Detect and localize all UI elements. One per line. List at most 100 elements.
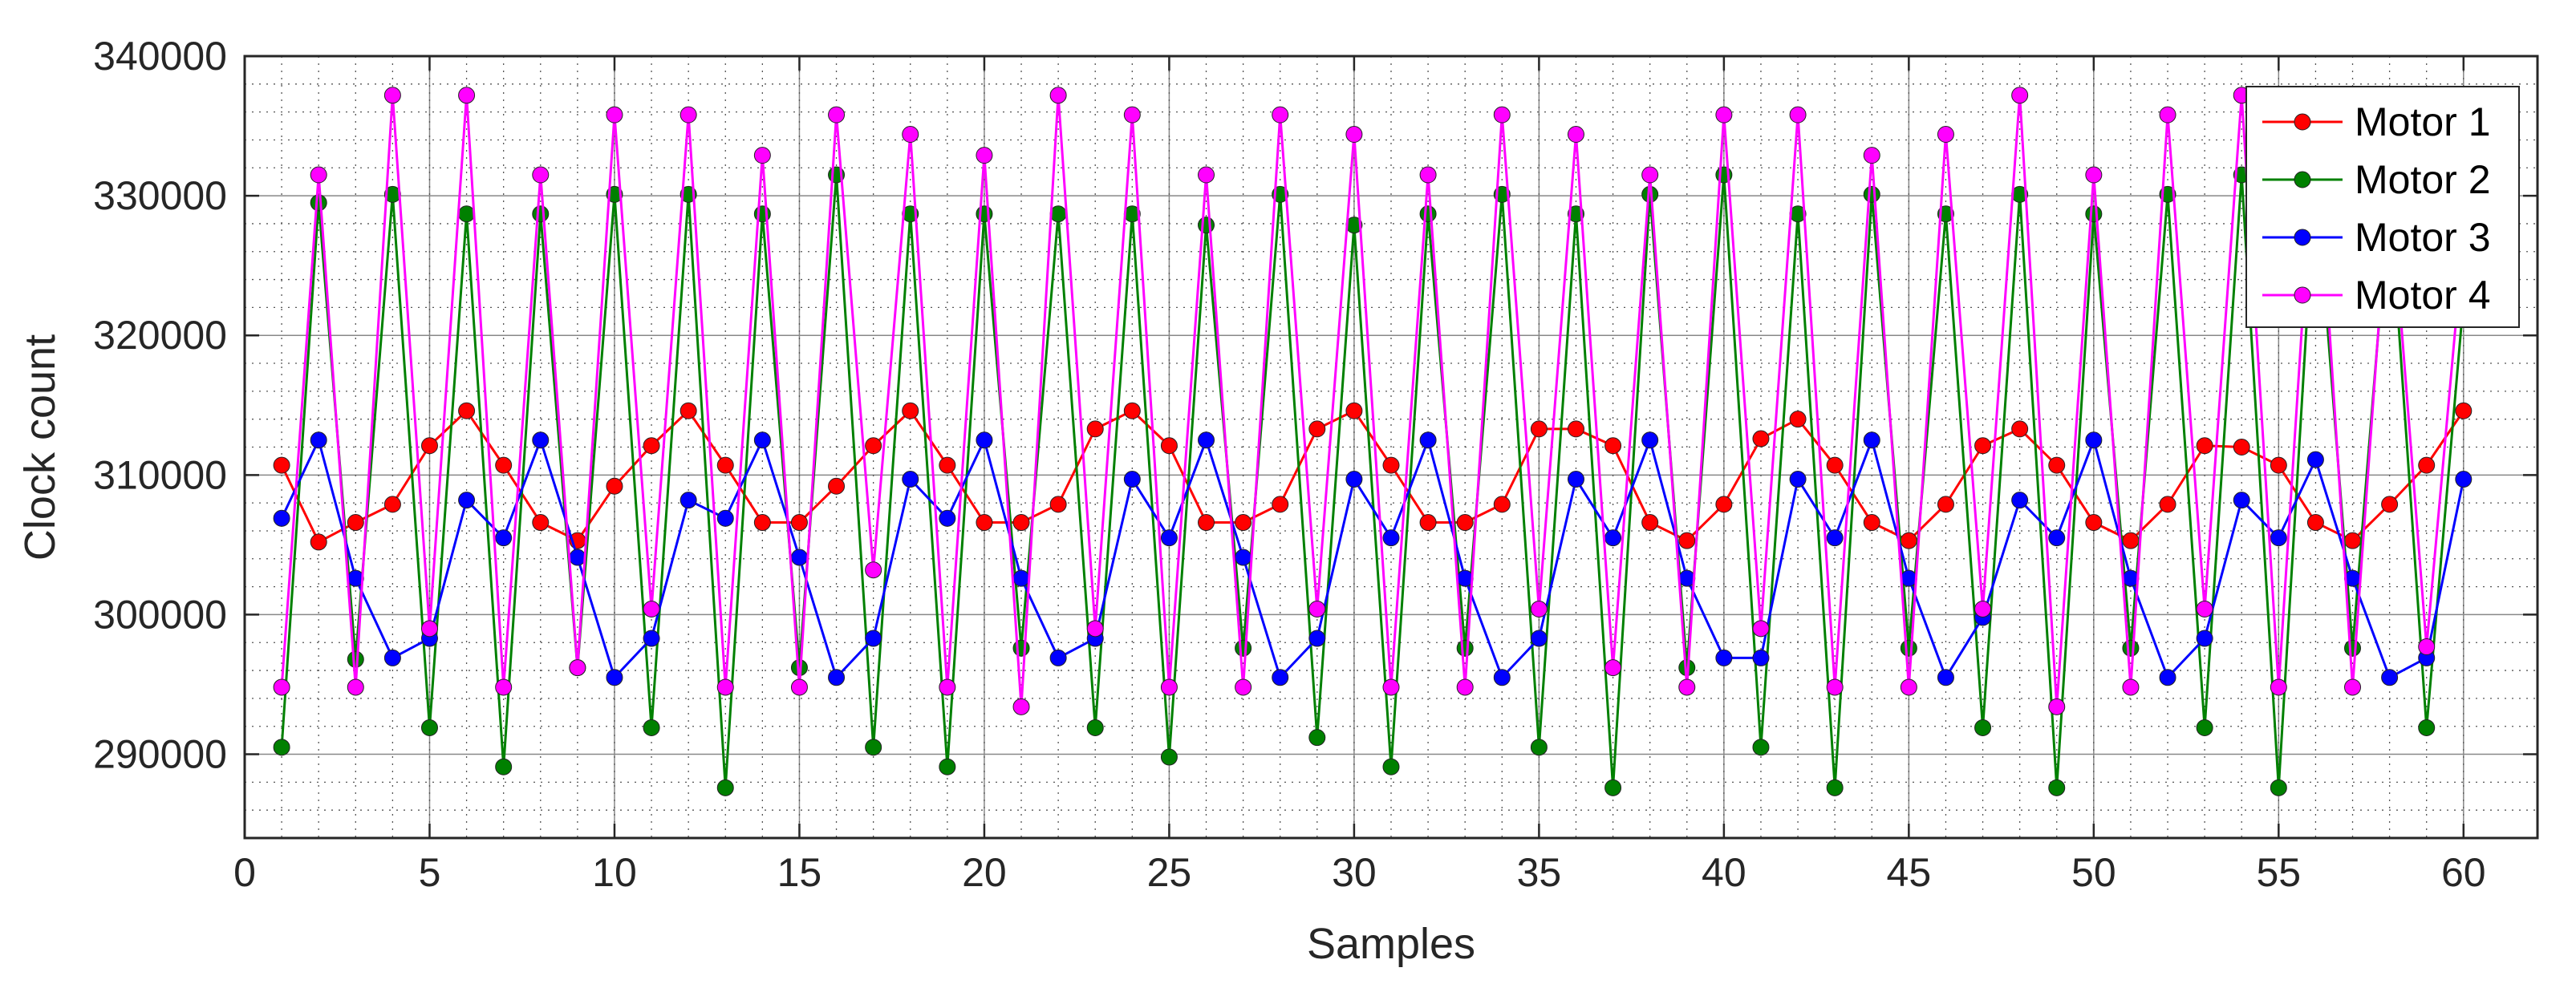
legend-label: Motor 3 bbox=[2355, 215, 2491, 260]
data-point bbox=[1826, 529, 1844, 547]
data-point bbox=[1086, 620, 1104, 638]
legend-items: Motor 1 Motor 2 Motor 3 Motor 4 bbox=[2262, 99, 2491, 318]
data-point bbox=[716, 509, 734, 527]
data-point bbox=[2196, 437, 2213, 455]
data-point bbox=[753, 147, 771, 164]
data-point bbox=[2122, 678, 2140, 696]
data-point bbox=[1678, 532, 1696, 549]
tick-labels: 0 5 10 15 20 25 30 35 40 45 50 55 60 290000 300000 3100… bbox=[93, 34, 2485, 895]
data-point bbox=[1937, 126, 1954, 143]
data-point bbox=[2418, 638, 2436, 655]
data-point bbox=[1863, 514, 1880, 532]
legend: Motor 1 Motor 2 Motor 3 Motor 4 bbox=[2245, 86, 2520, 328]
data-point bbox=[1345, 471, 1363, 488]
data-point bbox=[1641, 431, 1659, 449]
data-point bbox=[1900, 639, 1917, 657]
data-point bbox=[1382, 456, 1400, 474]
data-point bbox=[865, 437, 882, 455]
data-point bbox=[1160, 529, 1178, 547]
data-point bbox=[420, 719, 438, 736]
data-point bbox=[1123, 471, 1141, 488]
data-point bbox=[976, 147, 993, 164]
data-point bbox=[2011, 420, 2029, 438]
data-point bbox=[1752, 620, 1770, 638]
data-point bbox=[532, 166, 550, 184]
data-point bbox=[1086, 719, 1104, 736]
data-point bbox=[1049, 87, 1067, 104]
data-point bbox=[1456, 514, 1474, 532]
data-point bbox=[383, 496, 401, 513]
data-point bbox=[310, 431, 327, 449]
data-point bbox=[1012, 698, 1030, 715]
data-point bbox=[1160, 678, 1178, 696]
data-point bbox=[2048, 779, 2066, 796]
data-point bbox=[1789, 106, 1807, 123]
data-point bbox=[420, 620, 438, 638]
data-point bbox=[2344, 639, 2362, 657]
data-point bbox=[2085, 166, 2103, 184]
data-point bbox=[1308, 630, 1326, 647]
x-tick-label: 25 bbox=[1147, 850, 1192, 895]
data-point bbox=[2270, 779, 2287, 796]
data-point bbox=[569, 549, 586, 566]
data-point bbox=[310, 166, 327, 184]
data-point bbox=[1049, 649, 1067, 666]
data-point bbox=[1641, 166, 1659, 184]
data-point bbox=[273, 509, 290, 527]
data-point bbox=[2455, 471, 2473, 488]
data-point bbox=[790, 514, 808, 532]
data-point bbox=[1308, 420, 1326, 438]
data-point bbox=[495, 758, 513, 775]
data-point bbox=[1419, 431, 1437, 449]
data-point bbox=[1752, 649, 1770, 666]
data-point bbox=[902, 126, 919, 143]
data-point bbox=[1456, 678, 1474, 696]
x-tick-label: 60 bbox=[2441, 850, 2486, 895]
y-axis-title: Clock count bbox=[16, 334, 64, 561]
data-point bbox=[1752, 739, 1770, 756]
data-point bbox=[2381, 496, 2399, 513]
x-tick-label: 35 bbox=[1517, 850, 1562, 895]
data-point bbox=[1419, 514, 1437, 532]
legend-marker bbox=[2294, 113, 2311, 131]
data-point bbox=[2011, 492, 2029, 509]
data-point bbox=[2196, 719, 2213, 736]
data-point bbox=[1160, 748, 1178, 766]
data-point bbox=[1049, 496, 1067, 513]
data-point bbox=[2306, 514, 2324, 532]
data-point bbox=[2048, 529, 2066, 547]
data-point bbox=[1012, 569, 1030, 587]
data-point bbox=[939, 509, 956, 527]
data-point bbox=[679, 492, 697, 509]
data-point bbox=[1863, 431, 1880, 449]
data-point bbox=[716, 779, 734, 796]
data-point bbox=[828, 669, 846, 686]
data-point bbox=[458, 205, 476, 223]
data-point bbox=[716, 456, 734, 474]
data-point bbox=[310, 194, 327, 212]
legend-marker bbox=[2294, 286, 2311, 304]
data-point bbox=[1715, 649, 1733, 666]
data-point bbox=[1493, 106, 1511, 123]
data-point bbox=[1567, 420, 1584, 438]
data-point bbox=[1789, 471, 1807, 488]
x-tick-label: 0 bbox=[233, 850, 256, 895]
series-line bbox=[280, 439, 2465, 679]
data-point bbox=[1900, 678, 1917, 696]
data-point bbox=[495, 678, 513, 696]
data-point bbox=[1198, 166, 1215, 184]
data-point bbox=[1900, 532, 1917, 549]
legend-label: Motor 4 bbox=[2355, 273, 2491, 318]
data-point bbox=[532, 431, 550, 449]
y-tick-label: 330000 bbox=[93, 173, 227, 218]
data-point bbox=[1678, 678, 1696, 696]
data-point bbox=[310, 533, 327, 551]
data-point bbox=[420, 437, 438, 455]
data-point bbox=[606, 477, 623, 495]
data-point bbox=[2344, 678, 2362, 696]
data-point bbox=[1826, 779, 1844, 796]
data-point bbox=[1012, 639, 1030, 657]
data-point bbox=[1974, 437, 1992, 455]
data-point bbox=[273, 456, 290, 474]
